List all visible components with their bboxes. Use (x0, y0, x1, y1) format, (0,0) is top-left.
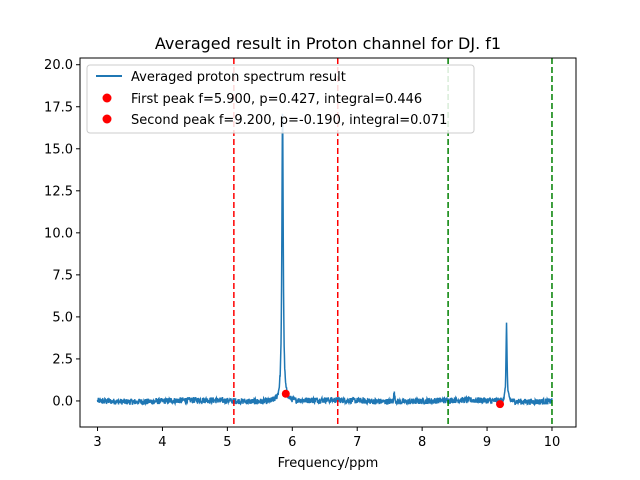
legend-marker-swatch (102, 93, 112, 103)
x-axis-label: Frequency/ppm (278, 456, 379, 471)
plot-area (79, 57, 577, 428)
x-tick-label: 6 (288, 435, 296, 450)
legend-entry-peak-1: First peak f=5.900, p=0.427, integral=0.… (131, 92, 422, 107)
legend-marker-swatch (102, 114, 112, 124)
chart-title: Averaged result in Proton channel for DJ… (155, 34, 501, 53)
x-tick-label: 9 (483, 435, 491, 450)
y-tick-label: 20.0 (44, 58, 73, 73)
x-tick-label: 8 (418, 435, 426, 450)
x-tick-label: 5 (223, 435, 231, 450)
axes-frame (79, 57, 577, 428)
legend-entry-peak-2: Second peak f=9.200, p=-0.190, integral=… (131, 113, 447, 128)
y-axis: 0.0 2.5 5.0 7.5 10.0 12.5 15.0 17.5 20.0 (44, 58, 80, 409)
x-tick-label: 4 (158, 435, 166, 450)
legend-entry-spectrum: Averaged proton spectrum result (131, 70, 346, 85)
spectrum-line (96, 113, 553, 407)
y-tick-label: 5.0 (52, 310, 73, 325)
y-tick-label: 2.5 (52, 352, 73, 367)
y-tick-label: 17.5 (44, 100, 73, 115)
y-tick-label: 0.0 (52, 394, 73, 409)
x-axis: 3 4 5 6 7 8 9 10 (93, 427, 560, 450)
legend-box (86, 64, 475, 134)
legend: Averaged proton spectrum result First pea… (86, 64, 475, 134)
x-tick-label: 3 (93, 435, 101, 450)
y-tick-label: 7.5 (52, 268, 73, 283)
x-tick-label: 10 (544, 435, 561, 450)
peak-marker-2 (496, 400, 505, 409)
y-tick-label: 10.0 (44, 226, 73, 241)
y-tick-label: 15.0 (44, 142, 73, 157)
peak-marker-1 (281, 389, 290, 398)
y-tick-label: 12.5 (44, 184, 73, 199)
x-tick-label: 7 (353, 435, 361, 450)
